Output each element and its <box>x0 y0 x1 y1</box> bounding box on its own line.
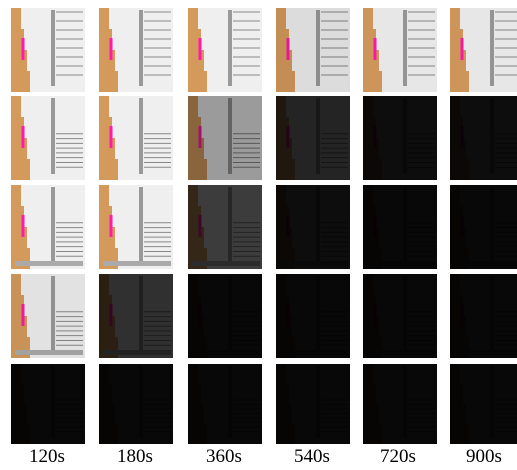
smoke-layer <box>450 8 517 92</box>
snapshot-panel <box>363 8 437 92</box>
snapshot-panel <box>11 185 85 269</box>
smoke-layer <box>276 364 350 444</box>
shaft-wall <box>139 187 143 263</box>
landing <box>15 261 83 266</box>
snapshot-panel <box>99 364 173 444</box>
time-label: 540s <box>294 446 330 467</box>
smoke-layer <box>450 185 517 269</box>
time-label: 720s <box>380 446 416 467</box>
panel-grid <box>11 8 517 444</box>
snapshot-panel <box>99 185 173 269</box>
snapshot-panel <box>276 364 350 444</box>
smoke-layer <box>99 364 173 444</box>
smoke-layer <box>188 96 262 180</box>
smoke-layer <box>363 274 437 358</box>
smoke-layer <box>99 274 173 358</box>
snapshot-panel <box>11 96 85 180</box>
snapshot-panel <box>188 8 262 92</box>
smoke-layer <box>363 8 437 92</box>
smoke-layer <box>276 185 350 269</box>
snapshot-panel <box>276 96 350 180</box>
snapshot-panel <box>11 274 85 358</box>
smoke-layer <box>450 274 517 358</box>
smoke-layer <box>363 96 437 180</box>
snapshot-panel <box>363 274 437 358</box>
snapshot-panel <box>99 8 173 92</box>
snapshot-panel <box>450 185 517 269</box>
time-label: 360s <box>206 446 242 467</box>
snapshot-panel <box>450 274 517 358</box>
smoke-layer <box>450 364 517 444</box>
figure: 120s 180s 360s 540s 720s 900s <box>0 0 517 470</box>
smoke-layer <box>11 274 85 358</box>
snapshot-panel <box>363 364 437 444</box>
snapshot-panel <box>99 96 173 180</box>
snapshot-panel <box>363 185 437 269</box>
smoke-layer <box>276 96 350 180</box>
snapshot-panel <box>11 8 85 92</box>
smoke-layer <box>276 274 350 358</box>
time-label: 900s <box>466 446 502 467</box>
smoke-layer <box>363 364 437 444</box>
snapshot-panel <box>188 96 262 180</box>
time-label: 120s <box>29 446 65 467</box>
smoke-layer <box>450 96 517 180</box>
landing <box>103 261 171 266</box>
shaft-wall <box>51 10 55 86</box>
smoke-layer <box>188 185 262 269</box>
snapshot-panel <box>188 364 262 444</box>
time-label: 180s <box>117 446 153 467</box>
snapshot-panel <box>276 274 350 358</box>
snapshot-panel <box>276 8 350 92</box>
shaft-wall <box>51 187 55 263</box>
snapshot-panel <box>363 96 437 180</box>
smoke-layer <box>188 274 262 358</box>
shaft-wall <box>51 98 55 174</box>
snapshot-panel <box>11 364 85 444</box>
smoke-layer <box>188 364 262 444</box>
snapshot-panel <box>450 364 517 444</box>
snapshot-panel <box>450 96 517 180</box>
shaft-wall <box>228 10 232 86</box>
smoke-layer <box>363 185 437 269</box>
snapshot-panel <box>99 274 173 358</box>
snapshot-panel <box>188 185 262 269</box>
snapshot-panel <box>276 185 350 269</box>
snapshot-panel <box>450 8 517 92</box>
smoke-layer <box>276 8 350 92</box>
shaft-wall <box>139 98 143 174</box>
shaft-wall <box>139 10 143 86</box>
smoke-layer <box>11 364 85 444</box>
snapshot-panel <box>188 274 262 358</box>
